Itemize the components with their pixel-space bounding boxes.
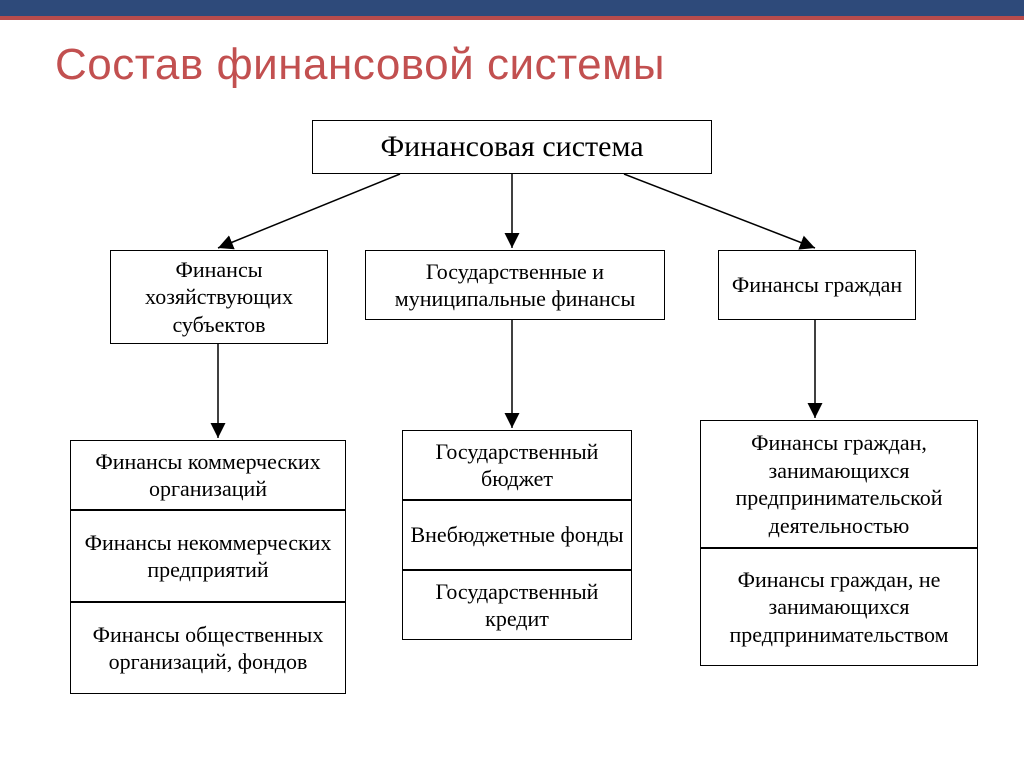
page-title: Состав финансовой системы xyxy=(0,20,1024,90)
node-c3: Финансы граждан xyxy=(718,250,916,320)
node-l11: Финансы коммерческих организаций xyxy=(70,440,346,510)
diagram-canvas: Финансовая система Финансы хозяйствующих … xyxy=(0,120,1024,750)
node-root: Финансовая система xyxy=(312,120,712,174)
node-c2: Государственные и муниципальные финансы xyxy=(365,250,665,320)
node-l23: Государственный кредит xyxy=(402,570,632,640)
top-bar xyxy=(0,0,1024,20)
node-l21: Государственный бюджет xyxy=(402,430,632,500)
node-l31: Финансы граждан, занимающихся предприним… xyxy=(700,420,978,548)
node-l32: Финансы граждан, не занимающихся предпри… xyxy=(700,548,978,666)
edge-root-c3 xyxy=(624,174,815,248)
node-c1: Финансы хозяйствующих субъектов xyxy=(110,250,328,344)
node-l13: Финансы общественных организаций, фондов xyxy=(70,602,346,694)
edge-root-c1 xyxy=(218,174,400,248)
node-l22: Внебюджетные фонды xyxy=(402,500,632,570)
node-l12: Финансы некоммерческих предприятий xyxy=(70,510,346,602)
